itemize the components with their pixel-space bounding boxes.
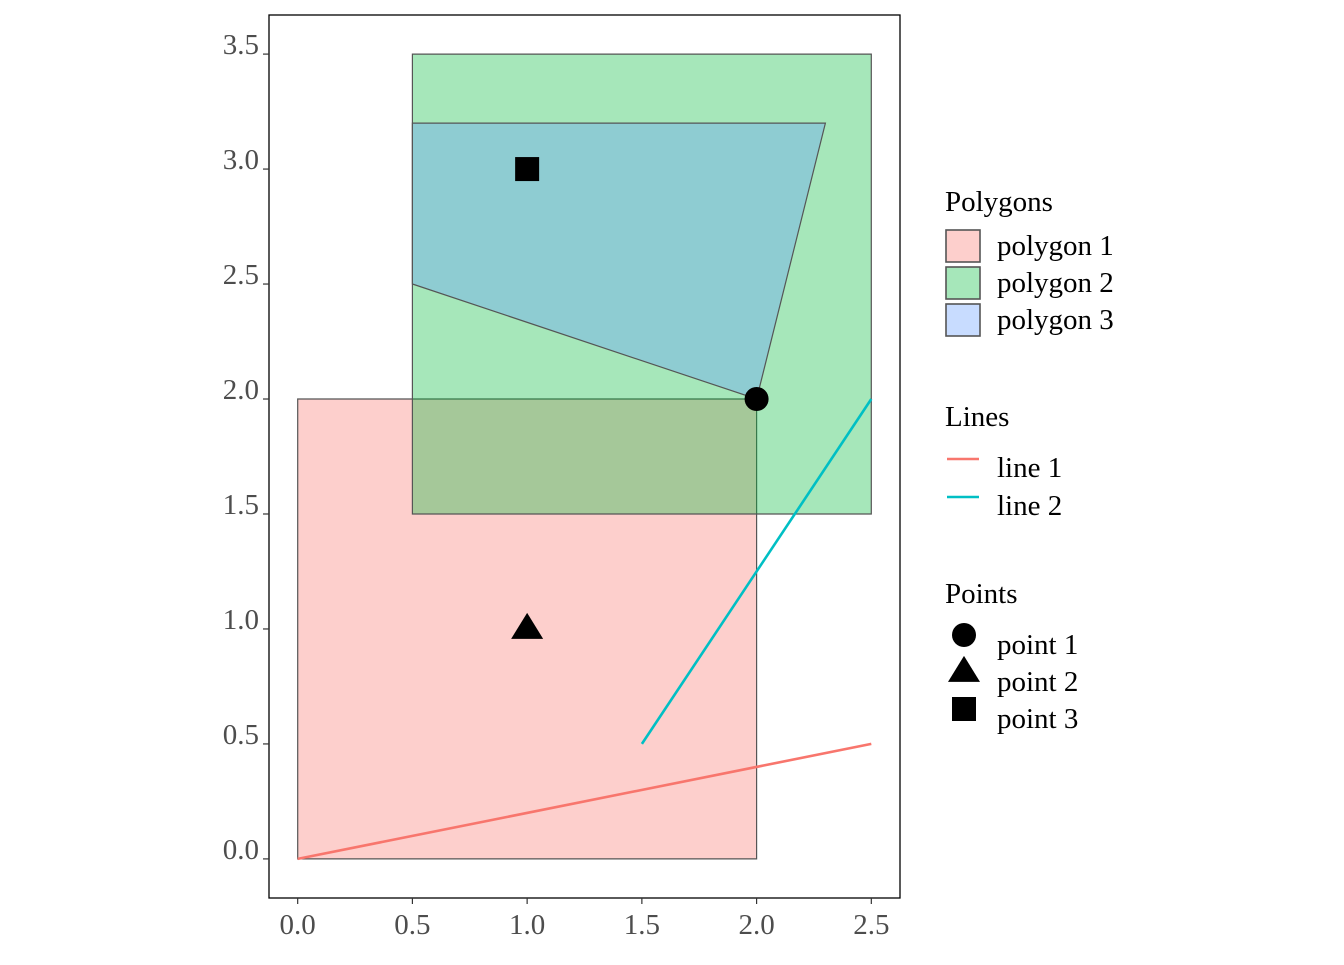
y-tick-label: 3.0	[223, 144, 259, 176]
x-tick-label: 2.5	[853, 909, 889, 941]
legend-label-point-1: point 1	[997, 629, 1078, 661]
x-tick-label: 0.0	[280, 909, 316, 941]
legend-label-polygon-1: polygon 1	[997, 230, 1114, 262]
line-1-path	[297, 742, 872, 861]
x-tick-label: 1.5	[624, 909, 660, 941]
point-1-marker	[744, 387, 769, 412]
y-tick-label: 2.5	[223, 259, 259, 291]
x-tick-label: 2.0	[738, 909, 774, 941]
x-tick-label: 1.0	[509, 909, 545, 941]
legend-key-point-1	[952, 623, 976, 647]
y-tick-label: 3.5	[223, 29, 259, 61]
legend-label-point-2: point 2	[997, 666, 1078, 698]
legend-key-point-2	[948, 655, 980, 682]
y-tick-label: 2.0	[223, 374, 259, 406]
legend-title-lines: Lines	[945, 401, 1009, 433]
x-tick-label: 0.5	[394, 909, 430, 941]
lines-layer	[297, 398, 873, 861]
legend-title-polygons: Polygons	[945, 186, 1053, 218]
plot-panel-border	[268, 14, 901, 899]
line-2-path	[640, 398, 873, 745]
point-2-marker	[511, 612, 544, 639]
legend-key-polygon-3	[945, 303, 981, 337]
legend-label-polygon-2: polygon 2	[997, 267, 1114, 299]
y-tick-label: 0.5	[223, 719, 259, 751]
polygons-layer	[297, 53, 872, 860]
legend: Polygons polygon 1 polygon 2 polygon 3 Lines…	[945, 186, 1114, 735]
axes-layer: 0.0 0.5 1.0 1.5 2.0 2.5 0.0 0.5 1.0 1.5 2.0 2.5 3.0 3…	[223, 29, 890, 941]
legend-title-points: Points	[945, 578, 1018, 610]
legend-label-line-2: line 2	[997, 490, 1062, 522]
points-layer	[511, 157, 769, 639]
legend-label-polygon-3: polygon 3	[997, 304, 1114, 336]
legend-label-point-3: point 3	[997, 703, 1078, 735]
point-3-marker	[515, 157, 540, 182]
y-tick-label: 0.0	[223, 834, 259, 866]
y-tick-label: 1.5	[223, 489, 259, 521]
legend-key-point-3	[952, 697, 976, 721]
polygon-3-shape	[411, 122, 827, 400]
legend-label-line-1: line 1	[997, 452, 1062, 484]
legend-key-polygon-2	[945, 266, 981, 300]
y-tick-label: 1.0	[223, 604, 259, 636]
legend-key-polygon-1	[945, 229, 981, 263]
